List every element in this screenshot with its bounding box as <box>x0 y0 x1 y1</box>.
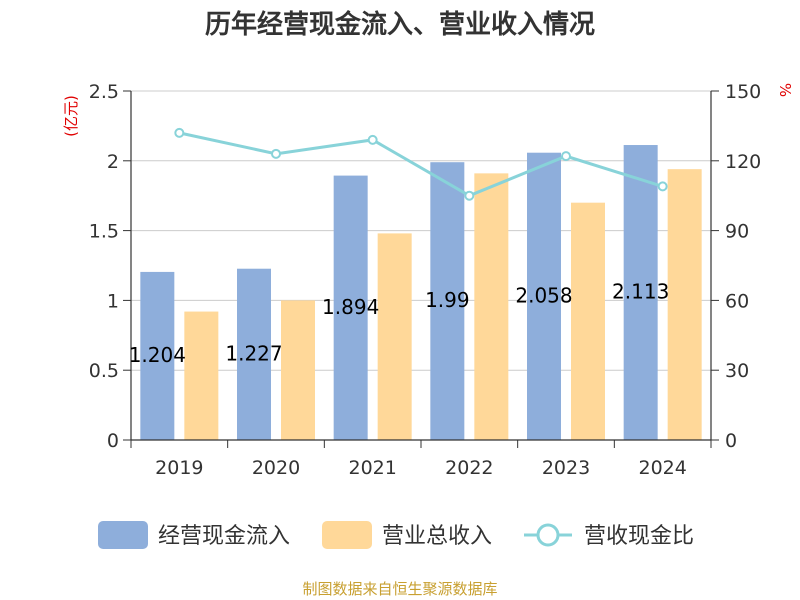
data-label: 1.894 <box>322 295 379 319</box>
bars <box>140 145 702 441</box>
right-tick-label: 120 <box>725 151 761 173</box>
ratio-line <box>174 127 668 201</box>
x-tick-label: 2022 <box>445 457 493 479</box>
chart-title: 历年经营现金流入、营业收入情况 <box>205 9 595 40</box>
bar-cash-inflow <box>140 271 175 440</box>
bar-revenue <box>281 300 315 440</box>
x-tick-label: 2024 <box>638 457 686 479</box>
right-tick-label: 60 <box>725 290 749 312</box>
bar-cash-inflow <box>527 152 561 441</box>
left-tick-label: 0 <box>107 430 119 452</box>
left-tick-label: 0.5 <box>89 360 119 382</box>
left-tick-label: 1 <box>107 290 119 312</box>
legend-swatch <box>322 521 372 549</box>
bar-revenue <box>571 202 605 440</box>
data-label: 2.113 <box>612 280 669 304</box>
data-label: 1.227 <box>225 341 282 365</box>
data-label: 2.058 <box>515 283 572 307</box>
bar-revenue <box>667 169 702 440</box>
left-tick-label: 2 <box>107 151 119 173</box>
legend-label: 营收现金比 <box>584 524 694 549</box>
right-tick-label: 90 <box>725 221 749 243</box>
legend-label: 营业总收入 <box>382 524 492 549</box>
bar-cash-inflow <box>333 175 368 440</box>
ratio-point <box>271 148 281 159</box>
x-tick-label: 2020 <box>252 457 300 479</box>
axes: 0 0.5 1 1.5 2 2.5 0 30 60 90 120 150 2019 2020 2021 202… <box>89 81 761 479</box>
bar-revenue <box>377 233 412 440</box>
ratio-point <box>464 190 475 201</box>
x-tick-label: 2023 <box>542 457 590 479</box>
data-labels: 1.204 1.227 1.894 1.99 2.058 2.113 <box>129 280 670 367</box>
legend: 经营现金流入 营业总收入 营收现金比 <box>98 521 694 549</box>
left-tick-label: 2.5 <box>89 81 119 103</box>
right-tick-label: 30 <box>725 360 749 382</box>
gridlines <box>131 90 711 371</box>
right-tick-label: 0 <box>725 430 737 452</box>
ratio-point <box>174 127 185 138</box>
bar-cash-inflow <box>430 162 465 441</box>
ratio-point <box>561 151 571 162</box>
x-tick-label: 2019 <box>155 457 203 479</box>
ratio-point <box>367 134 378 145</box>
legend-marker <box>536 523 560 547</box>
left-tick-label: 1.5 <box>89 221 119 243</box>
x-tick-label: 2021 <box>348 457 396 479</box>
bar-revenue <box>474 173 509 440</box>
data-label: 1.99 <box>425 288 470 312</box>
legend-swatch <box>98 521 148 549</box>
bar-cash-inflow <box>623 145 658 440</box>
bar-revenue <box>184 311 219 440</box>
right-axis-unit: % <box>776 83 794 97</box>
ratio-line-path <box>179 131 664 198</box>
bar-cash-inflow <box>237 268 271 440</box>
left-axis-unit: (亿元) <box>62 95 80 137</box>
data-label: 1.204 <box>129 343 186 367</box>
source-note: 制图数据来自恒生聚源数据库 <box>302 580 497 598</box>
right-tick-label: 150 <box>725 81 761 103</box>
legend-label: 经营现金流入 <box>158 524 290 549</box>
ratio-point <box>657 181 668 192</box>
